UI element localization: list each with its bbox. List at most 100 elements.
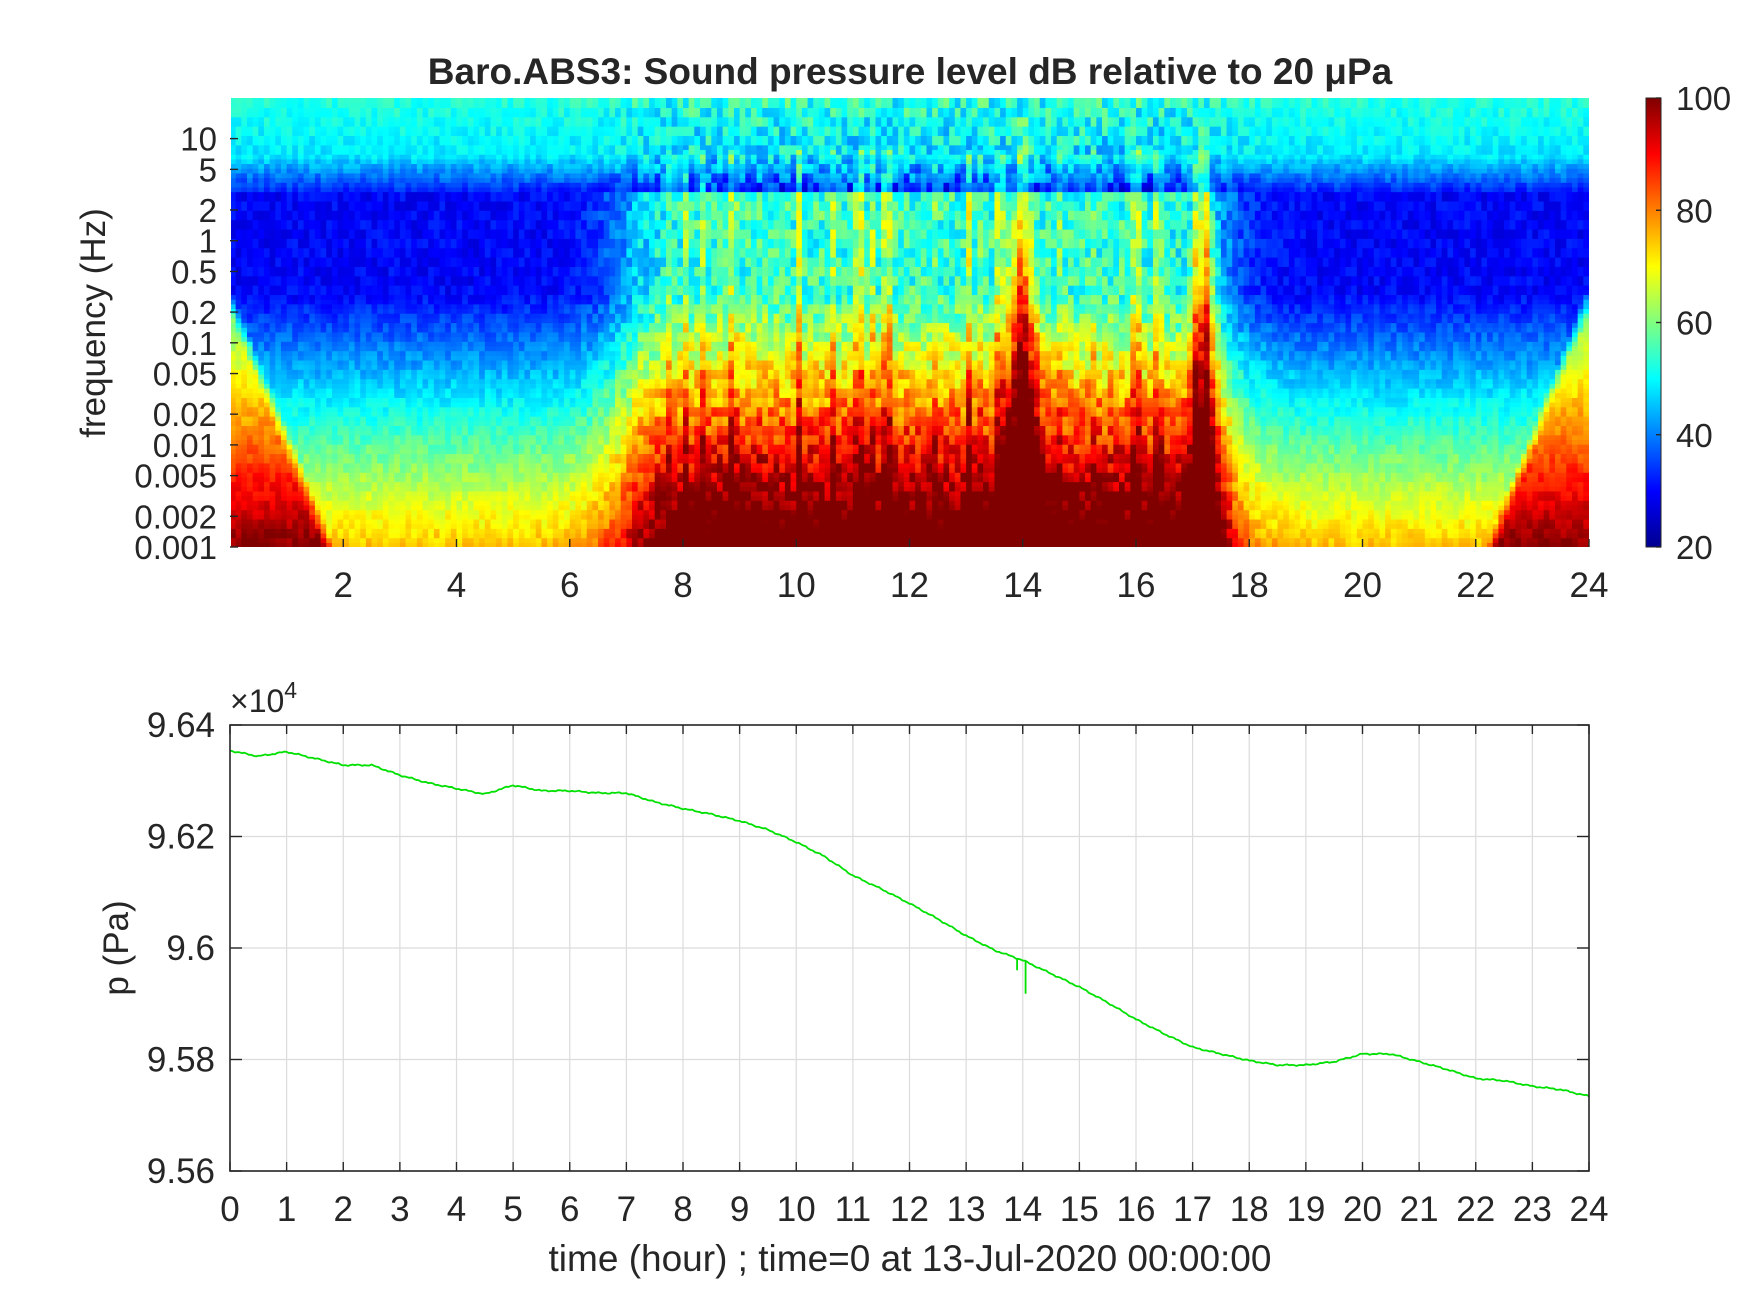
heatmap-cell [258, 351, 264, 356]
heatmap-cell [479, 149, 485, 154]
heatmap-cell [230, 154, 236, 159]
heatmap-cell [400, 159, 406, 164]
heatmap-cell [423, 252, 429, 257]
heatmap-cell [462, 351, 468, 356]
heatmap-cell [513, 402, 519, 407]
heatmap-cell [326, 341, 332, 346]
heatmap-cell [349, 276, 355, 281]
heatmap-cell [445, 467, 451, 472]
heatmap-cell [451, 103, 457, 108]
heatmap-cell [360, 173, 366, 178]
heatmap-cell [490, 514, 496, 519]
heatmap-cell [360, 383, 366, 388]
heatmap-cell [496, 140, 502, 145]
heatmap-cell [394, 140, 400, 145]
heatmap-cell [434, 416, 440, 421]
heatmap-cell [275, 280, 281, 285]
heatmap-cell [502, 145, 508, 150]
heatmap-cell [490, 393, 496, 398]
heatmap-cell [343, 187, 349, 192]
heatmap-cell [275, 505, 281, 510]
heatmap-cell [360, 285, 366, 290]
heatmap-cell [355, 266, 361, 271]
heatmap-cell [270, 416, 276, 421]
heatmap-cell [490, 519, 496, 524]
heatmap-cell [275, 538, 281, 543]
heatmap-cell [372, 308, 378, 313]
heatmap-cell [411, 430, 417, 435]
heatmap-cell [451, 313, 457, 318]
heatmap-cell [315, 187, 321, 192]
heatmap-cell [366, 332, 372, 337]
heatmap-cell [428, 192, 434, 197]
heatmap-cell [394, 103, 400, 108]
heatmap-cell [457, 196, 463, 201]
heatmap-cell [406, 126, 412, 131]
heatmap-cell [434, 243, 440, 248]
heatmap-cell [428, 280, 434, 285]
heatmap-cell [519, 154, 525, 159]
heatmap-cell [332, 140, 338, 145]
heatmap-cell [253, 397, 259, 402]
heatmap-cell [236, 453, 242, 458]
heatmap-cell [519, 234, 525, 239]
heatmap-cell [304, 360, 310, 365]
heatmap-cell [462, 304, 468, 309]
heatmap-cell [406, 360, 412, 365]
heatmap-cell [445, 374, 451, 379]
heatmap-cell [428, 449, 434, 454]
heatmap-cell [309, 341, 315, 346]
heatmap-cell [496, 444, 502, 449]
heatmap-cell [264, 308, 270, 313]
heatmap-cell [406, 220, 412, 225]
heatmap-cell [304, 467, 310, 472]
heatmap-cell [383, 318, 389, 323]
heatmap-cell [417, 449, 423, 454]
heatmap-cell [355, 337, 361, 342]
heatmap-cell [377, 365, 383, 370]
heatmap-cell [490, 341, 496, 346]
heatmap-cell [377, 514, 383, 519]
heatmap-cell [490, 337, 496, 342]
heatmap-cell [366, 266, 372, 271]
heatmap-cell [406, 388, 412, 393]
heatmap-cell [372, 131, 378, 136]
heatmap-cell [338, 444, 344, 449]
heatmap-cell [485, 430, 491, 435]
heatmap-cell [298, 360, 304, 365]
heatmap-cell [519, 163, 525, 168]
heatmap-cell [462, 206, 468, 211]
heatmap-cell [411, 505, 417, 510]
heatmap-cell [377, 477, 383, 482]
heatmap-cell [372, 369, 378, 374]
heatmap-cell [457, 542, 463, 547]
heatmap-cell [236, 215, 242, 220]
heatmap-cell [440, 449, 446, 454]
heatmap-cell [400, 421, 406, 426]
heatmap-cell [411, 337, 417, 342]
heatmap-cell [281, 379, 287, 384]
heatmap-cell [479, 271, 485, 276]
heatmap-cell [264, 262, 270, 267]
heatmap-cell [236, 416, 242, 421]
heatmap-cell [326, 271, 332, 276]
heatmap-cell [468, 388, 474, 393]
heatmap-cell [343, 463, 349, 468]
heatmap-cell [411, 360, 417, 365]
heatmap-cell [270, 196, 276, 201]
heatmap-cell [394, 337, 400, 342]
heatmap-cell [411, 98, 417, 103]
heatmap-cell [389, 360, 395, 365]
heatmap-cell [445, 280, 451, 285]
heatmap-cell [309, 388, 315, 393]
heatmap-cell [349, 117, 355, 122]
heatmap-cell [389, 482, 395, 487]
heatmap-cell [253, 435, 259, 440]
heatmap-cell [507, 192, 513, 197]
heatmap-cell [411, 467, 417, 472]
heatmap-cell [445, 159, 451, 164]
heatmap-cell [372, 182, 378, 187]
heatmap-cell [247, 154, 253, 159]
heatmap-cell [275, 178, 281, 183]
heatmap-cell [372, 500, 378, 505]
